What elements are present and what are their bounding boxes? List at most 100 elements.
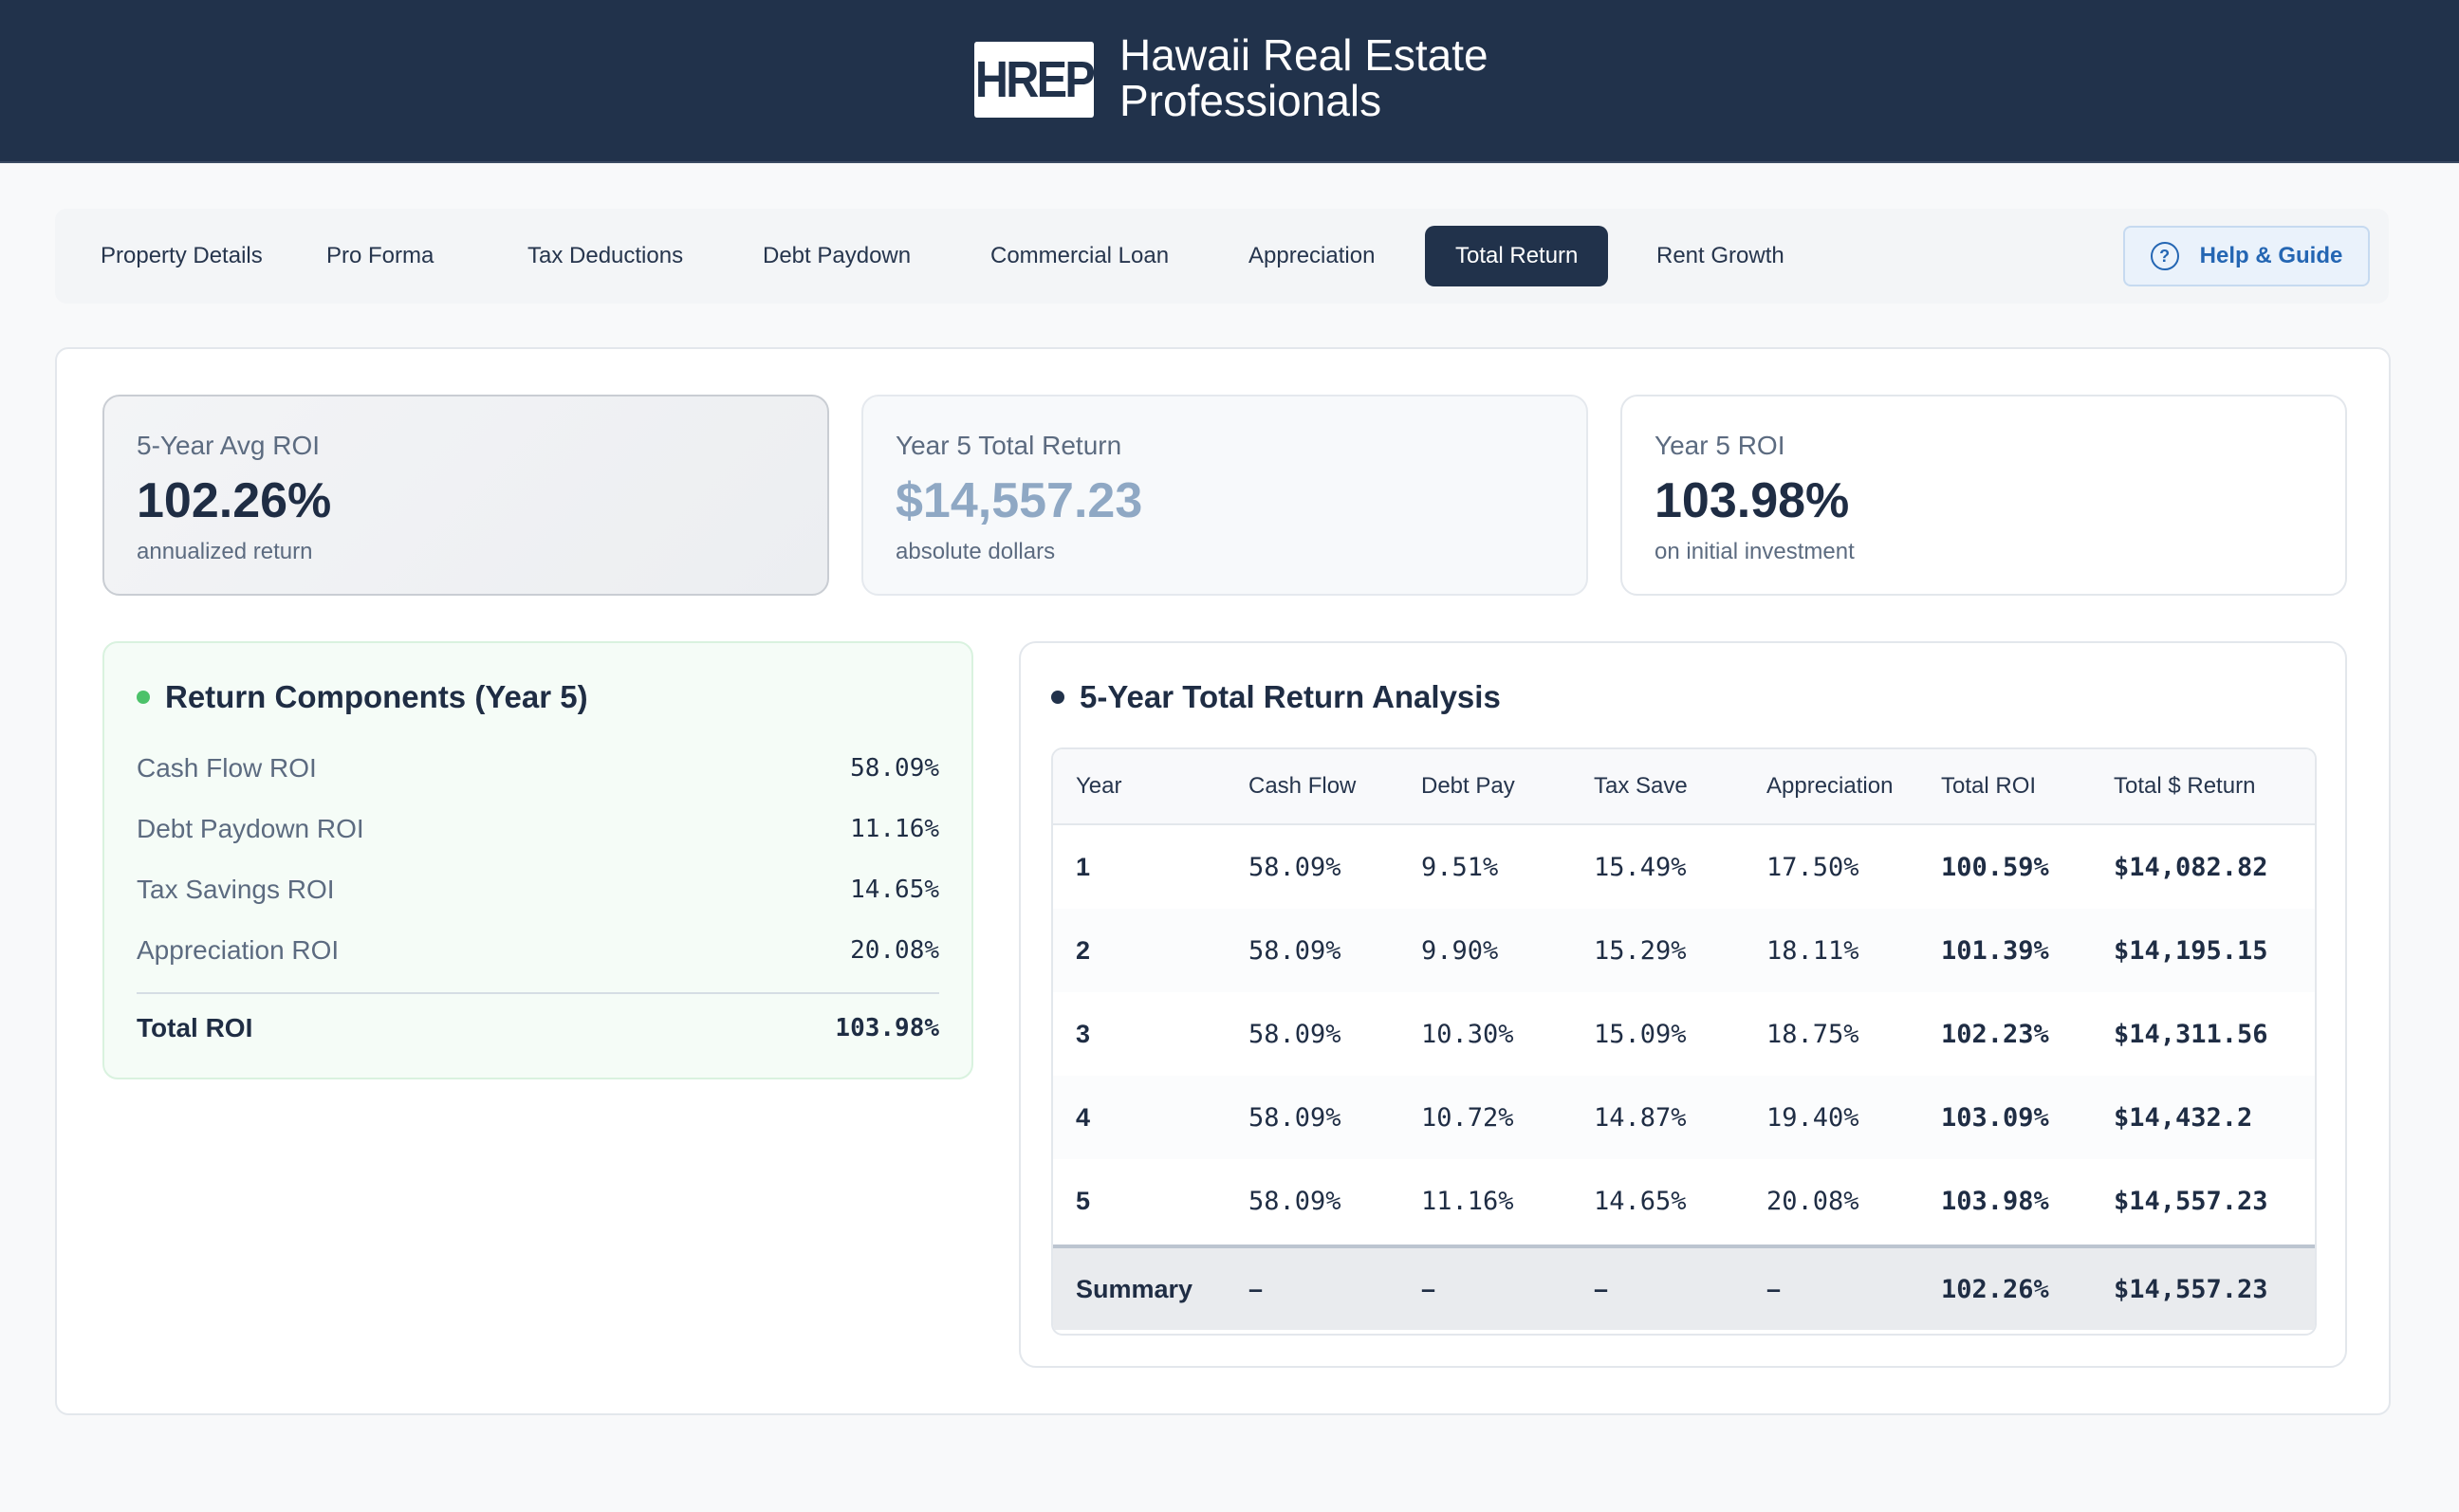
tab-tax-deductions[interactable]: Tax Deductions	[527, 243, 684, 268]
card-subtitle: annualized return	[137, 539, 313, 564]
divider	[137, 992, 939, 994]
component-row: Cash Flow ROI 58.09%	[137, 749, 939, 787]
analysis-box: 5-Year Total Return Analysis Year Cash F…	[1019, 641, 2347, 1368]
tax-save-cell: 14.65%	[1594, 1186, 1687, 1216]
year5-total-return-card: Year 5 Total Return $14,557.23 absolute …	[861, 395, 1588, 596]
dark-dot-icon	[1051, 691, 1064, 704]
summary-tax-save: –	[1594, 1274, 1609, 1303]
section-title: Return Components (Year 5)	[137, 679, 588, 715]
brand-name: Hawaii Real Estate Professionals	[1119, 32, 1488, 123]
col-header: Cash Flow	[1248, 773, 1357, 799]
tax-save-cell: 15.49%	[1594, 852, 1687, 882]
card-title: Year 5 Total Return	[896, 431, 1122, 460]
question-circle-icon: ?	[2150, 242, 2179, 270]
total-return-cell: $14,082.82	[2114, 852, 2268, 882]
year-cell: 3	[1076, 1019, 1091, 1048]
tab-bar: Property Details Pro Forma Tax Deduction…	[55, 209, 2389, 304]
total-roi-cell: 103.09%	[1941, 1102, 2049, 1133]
summary-total-roi: 102.26%	[1941, 1274, 2049, 1304]
card-subtitle: on initial investment	[1655, 539, 1855, 564]
total-roi-cell: 102.23%	[1941, 1019, 2049, 1049]
cash-flow-cell: 58.09%	[1248, 1102, 1341, 1133]
year-cell: 4	[1076, 1102, 1091, 1132]
summary-row: Summary – – – – 102.26% $14,557.23	[1053, 1245, 2315, 1330]
table-row: 4 58.09% 10.72% 14.87% 19.40% 103.09% $1…	[1053, 1076, 2315, 1159]
tab-commercial-loan[interactable]: Commercial Loan	[990, 243, 1170, 268]
tax-save-cell: 15.29%	[1594, 935, 1687, 966]
total-return-cell: $14,432.2	[2114, 1102, 2253, 1133]
year-cell: 2	[1076, 935, 1091, 965]
card-subtitle: absolute dollars	[896, 539, 1056, 564]
total-return-cell: $14,311.56	[2114, 1019, 2268, 1049]
card-value: 102.26%	[137, 473, 332, 528]
table-header: Year Cash Flow Debt Pay Tax Save Appreci…	[1053, 749, 2315, 825]
card-value: $14,557.23	[896, 473, 1143, 528]
appreciation-cell: 18.75%	[1766, 1019, 1859, 1049]
summary-appreciation: –	[1766, 1274, 1782, 1303]
tax-save-cell: 15.09%	[1594, 1019, 1687, 1049]
help-guide-button[interactable]: ? Help & Guide	[2123, 226, 2370, 286]
table-row: 5 58.09% 11.16% 14.65% 20.08% 103.98% $1…	[1053, 1159, 2315, 1243]
debt-pay-cell: 9.51%	[1421, 852, 1499, 882]
cash-flow-cell: 58.09%	[1248, 1186, 1341, 1216]
tab-rent-growth[interactable]: Rent Growth	[1656, 243, 1784, 268]
return-components-box: Return Components (Year 5) Cash Flow ROI…	[102, 641, 973, 1079]
col-header: Tax Save	[1594, 773, 1688, 799]
col-header: Total ROI	[1941, 773, 2037, 799]
col-header: Year	[1076, 773, 1122, 799]
summary-cash-flow: –	[1248, 1274, 1264, 1303]
component-value: 11.16%	[850, 815, 939, 843]
summary-debt-pay: –	[1421, 1274, 1436, 1303]
components-title: Return Components (Year 5)	[165, 679, 588, 714]
card-title: Year 5 ROI	[1655, 431, 1785, 460]
appreciation-cell: 18.11%	[1766, 935, 1859, 966]
component-row: Debt Paydown ROI 11.16%	[137, 810, 939, 848]
component-label: Tax Savings ROI	[137, 875, 335, 904]
table-row: 1 58.09% 9.51% 15.49% 17.50% 100.59% $14…	[1053, 825, 2315, 909]
card-title: 5-Year Avg ROI	[137, 431, 321, 460]
col-header: Debt Pay	[1421, 773, 1515, 799]
tab-pro-forma[interactable]: Pro Forma	[326, 243, 434, 268]
col-header: Appreciation	[1766, 773, 1894, 799]
green-dot-icon	[137, 691, 150, 704]
appreciation-cell: 20.08%	[1766, 1186, 1859, 1216]
component-row: Tax Savings ROI 14.65%	[137, 871, 939, 909]
component-value: 14.65%	[850, 876, 939, 904]
year5-roi-card: Year 5 ROI 103.98% on initial investment	[1620, 395, 2347, 596]
component-total-row: Total ROI 103.98%	[137, 1009, 939, 1047]
tab-debt-paydown[interactable]: Debt Paydown	[763, 243, 912, 268]
tax-save-cell: 14.87%	[1594, 1102, 1687, 1133]
total-return-panel: 5-Year Avg ROI 102.26% annualized return…	[55, 347, 2391, 1415]
component-label: Appreciation ROI	[137, 935, 340, 965]
appreciation-cell: 19.40%	[1766, 1102, 1859, 1133]
tab-property-details[interactable]: Property Details	[101, 243, 263, 268]
total-return-cell: $14,557.23	[2114, 1186, 2268, 1216]
total-roi-cell: 103.98%	[1941, 1186, 2049, 1216]
tab-total-return[interactable]: Total Return	[1425, 226, 1609, 286]
help-guide-label: Help & Guide	[2199, 243, 2343, 268]
year-cell: 5	[1076, 1186, 1091, 1215]
analysis-title: 5-Year Total Return Analysis	[1080, 679, 1501, 714]
total-value: 103.98%	[835, 1014, 939, 1042]
analysis-table: Year Cash Flow Debt Pay Tax Save Appreci…	[1051, 747, 2317, 1336]
table-row: 2 58.09% 9.90% 15.29% 18.11% 101.39% $14…	[1053, 909, 2315, 992]
appreciation-cell: 17.50%	[1766, 852, 1859, 882]
debt-pay-cell: 11.16%	[1421, 1186, 1514, 1216]
component-value: 58.09%	[850, 754, 939, 783]
component-value: 20.08%	[850, 936, 939, 965]
app-header: HREP Hawaii Real Estate Professionals	[0, 0, 2459, 163]
avg-roi-card: 5-Year Avg ROI 102.26% annualized return	[102, 395, 829, 596]
brand-line-2: Professionals	[1119, 76, 1382, 125]
component-label: Cash Flow ROI	[137, 753, 317, 783]
debt-pay-cell: 10.30%	[1421, 1019, 1514, 1049]
tab-appreciation[interactable]: Appreciation	[1248, 243, 1376, 268]
component-label: Debt Paydown ROI	[137, 814, 364, 843]
summary-total-return: $14,557.23	[2114, 1274, 2268, 1304]
col-header: Total $ Return	[2114, 773, 2256, 799]
total-roi-cell: 101.39%	[1941, 935, 2049, 966]
summary-label: Summary	[1076, 1274, 1193, 1303]
brand-logo[interactable]: HREP	[974, 42, 1096, 118]
cash-flow-cell: 58.09%	[1248, 1019, 1341, 1049]
year-cell: 1	[1076, 852, 1091, 881]
table-row: 3 58.09% 10.30% 15.09% 18.75% 102.23% $1…	[1053, 992, 2315, 1076]
